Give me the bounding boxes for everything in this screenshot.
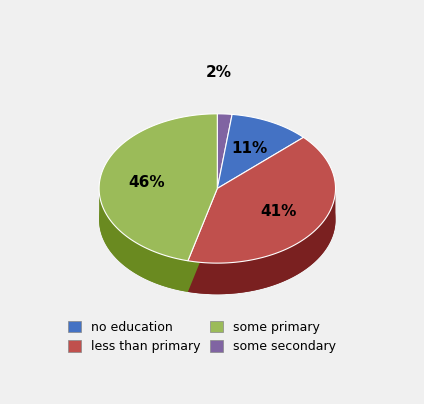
Polygon shape [217, 145, 304, 219]
Polygon shape [217, 114, 304, 188]
Text: 41%: 41% [260, 204, 296, 219]
Polygon shape [99, 114, 217, 261]
Polygon shape [217, 145, 232, 219]
Polygon shape [217, 114, 232, 188]
Polygon shape [188, 137, 335, 263]
Legend: no education, less than primary, some primary, some secondary: no education, less than primary, some pr… [68, 321, 335, 354]
Text: 2%: 2% [205, 65, 232, 80]
Polygon shape [188, 191, 335, 294]
Polygon shape [99, 145, 217, 292]
Text: 11%: 11% [232, 141, 268, 156]
Polygon shape [99, 190, 188, 292]
Polygon shape [188, 168, 335, 294]
Text: 46%: 46% [128, 175, 165, 190]
